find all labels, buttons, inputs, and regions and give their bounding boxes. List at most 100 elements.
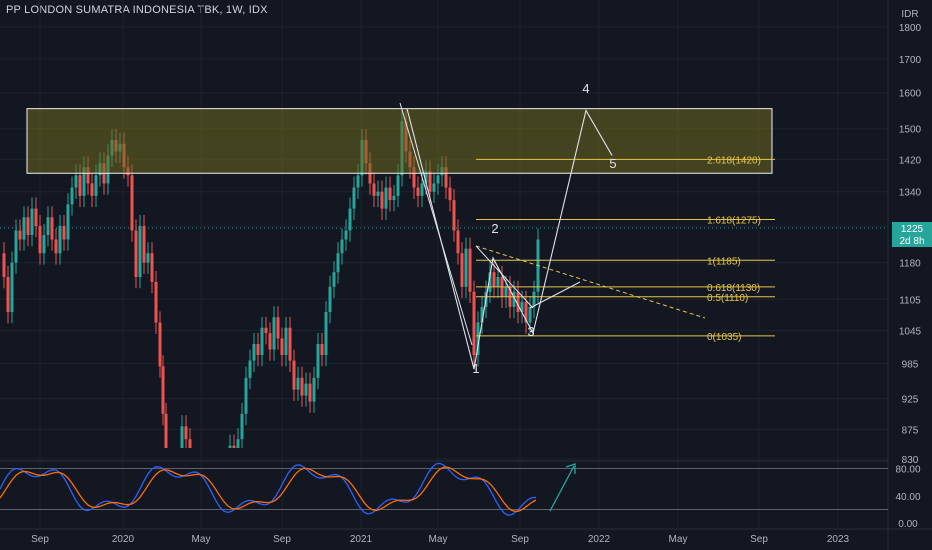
candle-body <box>488 272 492 292</box>
current-price: 1225 <box>901 224 924 235</box>
candle-body <box>456 230 460 254</box>
candle-body <box>188 439 192 448</box>
candle-body <box>472 291 476 356</box>
candle-body <box>252 343 256 361</box>
price-tick: 1420 <box>899 155 922 166</box>
fib-label: 0.618(1130) <box>707 283 760 294</box>
candle-body <box>464 248 468 287</box>
candle-body <box>356 175 360 188</box>
candle-body <box>50 217 54 240</box>
price-tick: 925 <box>902 395 919 406</box>
wave-path <box>406 108 613 370</box>
wave-retrace-1 <box>399 102 473 346</box>
trend-dashed <box>475 245 706 319</box>
candle-body <box>284 327 288 356</box>
candle-body <box>248 360 252 378</box>
candle-body <box>460 253 464 287</box>
price-tick: 1800 <box>899 23 922 34</box>
candle-body <box>288 327 292 361</box>
candle-body <box>30 208 34 235</box>
time-tick: Sep <box>31 534 49 545</box>
candle-body <box>158 322 162 367</box>
osc-tick: 40.00 <box>895 492 920 503</box>
fib-label: 0.5(1110) <box>707 293 748 304</box>
candle-body <box>38 226 42 254</box>
candle-body <box>444 167 448 188</box>
candle-body <box>272 317 276 350</box>
candle-body <box>2 253 6 278</box>
candle-body <box>316 343 320 378</box>
fib-label: 0(1035) <box>707 332 741 343</box>
time-tick: May <box>192 534 211 545</box>
candle-body <box>312 377 316 402</box>
candle-body <box>268 333 272 350</box>
candle-body <box>328 286 332 313</box>
candle-body <box>244 377 248 414</box>
price-tick: 875 <box>902 426 919 437</box>
candle-body <box>476 322 480 356</box>
fibonacci-extension[interactable]: 2.618(1420) 1.618(1275) 1(1185) 0.618(1130)… <box>476 155 775 343</box>
candle-body <box>416 187 420 196</box>
candle-body <box>264 327 268 334</box>
candle-body <box>62 226 66 240</box>
candle-body <box>236 439 240 448</box>
candle-body <box>452 200 456 231</box>
time-tick: 2023 <box>827 534 850 545</box>
candle-body <box>161 366 165 414</box>
candle-body <box>376 191 380 196</box>
wave-label: 1 <box>472 361 479 376</box>
wave-label: 5 <box>609 156 616 171</box>
candle-body <box>66 204 70 240</box>
candle-body <box>300 377 304 396</box>
candle-body <box>86 167 90 184</box>
candle-body <box>516 291 520 313</box>
price-tick: 830 <box>902 455 919 466</box>
candle-body <box>228 445 232 448</box>
candle-body <box>164 413 168 448</box>
candle-body <box>184 426 188 440</box>
candle-body <box>42 234 46 254</box>
candle-body <box>142 226 146 263</box>
time-tick: Sep <box>273 534 291 545</box>
candle-body <box>432 183 436 192</box>
candle-body <box>94 175 98 196</box>
stochastic-pane[interactable]: 80.00 40.00 0.00 <box>0 460 921 530</box>
elliott-wave[interactable] <box>399 102 706 370</box>
supply-zone[interactable] <box>26 108 773 174</box>
time-tick: 2020 <box>112 534 135 545</box>
stoch-d-line <box>0 466 537 513</box>
candle-body <box>424 171 428 184</box>
candle-body <box>412 167 416 188</box>
price-tick: 1700 <box>899 55 922 66</box>
candle-body <box>392 195 396 201</box>
time-axis[interactable]: Sep 2020 May Sep 2021 May Sep 2022 May Sep 2023 <box>0 528 932 545</box>
candle-body <box>180 426 184 448</box>
candle-body <box>10 262 14 313</box>
candle-body <box>384 187 388 209</box>
candle-body <box>340 239 344 254</box>
candle-body <box>428 171 432 192</box>
price-tick: 1340 <box>899 188 922 199</box>
price-tick: 985 <box>902 359 919 370</box>
candle-body <box>512 291 516 307</box>
candle-body <box>130 175 134 231</box>
osc-tick: 80.00 <box>895 465 920 476</box>
candle-body <box>388 187 392 201</box>
candle-body <box>448 187 452 201</box>
candle-body <box>14 230 18 263</box>
time-tick: 2022 <box>588 534 611 545</box>
channel-line <box>529 281 581 309</box>
candle-body <box>528 306 532 323</box>
current-price-label: 1225 2d 8h <box>892 222 932 247</box>
candle-body <box>524 301 528 323</box>
wave-2-3-line <box>475 245 534 309</box>
candle-body <box>352 187 356 209</box>
up-arrow-icon <box>549 463 576 512</box>
candle-body <box>276 317 280 339</box>
candle-body <box>372 183 376 196</box>
candle-body <box>520 301 524 313</box>
candle-body <box>138 226 142 278</box>
candle-body <box>308 383 312 402</box>
candle-body <box>496 277 500 287</box>
